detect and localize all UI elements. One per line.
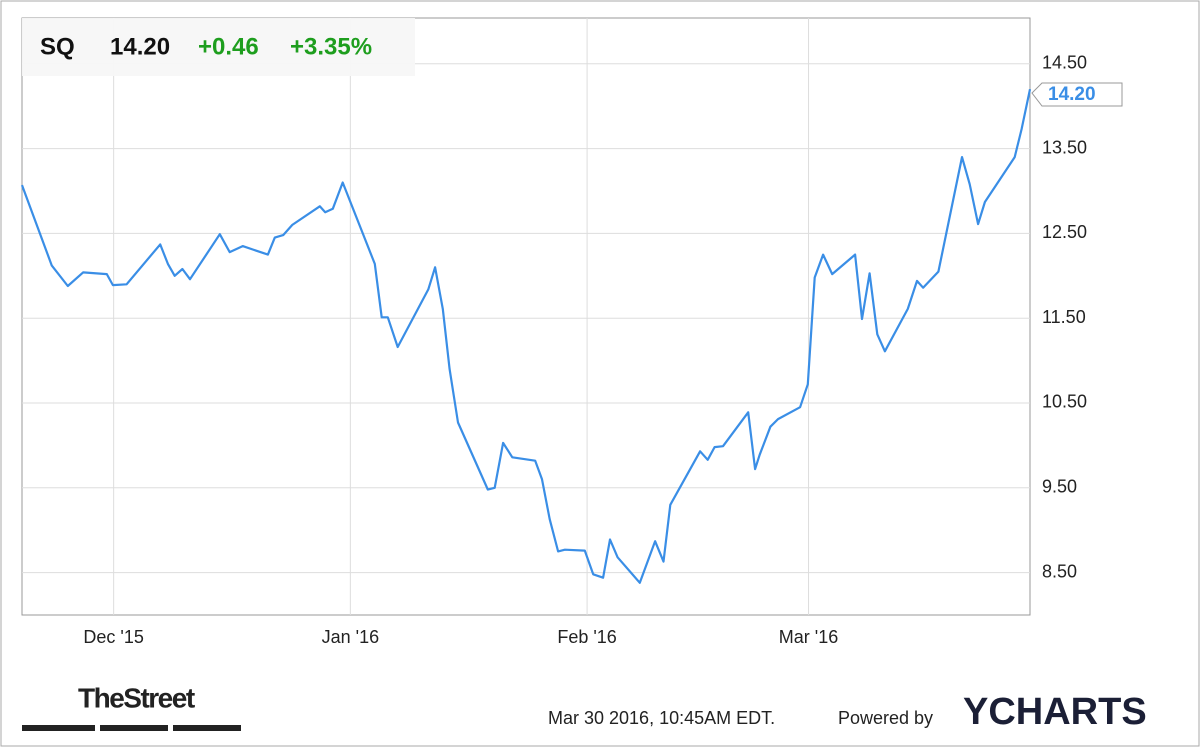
y-tick-label: 9.50 <box>1042 477 1077 497</box>
y-tick-label: 12.50 <box>1042 222 1087 242</box>
y-tick-label: 10.50 <box>1042 392 1087 412</box>
grid <box>20 18 1032 615</box>
x-tick-label: Dec '15 <box>83 627 143 647</box>
source-logo: TheStreet <box>78 682 195 713</box>
y-tick-label: 8.50 <box>1042 561 1077 581</box>
change: +0.46 <box>198 33 259 60</box>
header-box <box>22 18 415 76</box>
x-tick-label: Mar '16 <box>779 627 838 647</box>
symbol: SQ <box>40 33 75 60</box>
y-tick-label: 14.50 <box>1042 53 1087 73</box>
logo-bar <box>100 725 168 731</box>
timestamp: Mar 30 2016, 10:45AM EDT. <box>548 708 775 728</box>
change-percent: +3.35% <box>290 33 372 60</box>
logo-bar <box>22 725 95 731</box>
y-tick-label: 11.50 <box>1042 307 1086 327</box>
plot-area <box>21 17 1031 616</box>
logo-bar <box>173 725 241 731</box>
powered-by: Powered by <box>838 708 933 728</box>
x-tick-label: Feb '16 <box>557 627 616 647</box>
price-tag <box>1031 82 1123 107</box>
price: 14.20 <box>110 33 170 60</box>
price-line <box>20 88 1032 584</box>
brand: YCHARTS <box>963 691 1147 733</box>
y-tick-label: 13.50 <box>1042 137 1087 157</box>
price-tag-label: 14.20 <box>1048 84 1096 105</box>
x-tick-label: Jan '16 <box>322 627 379 647</box>
